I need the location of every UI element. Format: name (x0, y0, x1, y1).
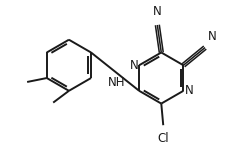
Text: N: N (184, 84, 193, 97)
Text: N: N (208, 30, 216, 43)
Text: N: N (129, 59, 138, 72)
Text: NH: NH (108, 76, 126, 89)
Text: N: N (153, 5, 162, 18)
Text: Cl: Cl (157, 132, 169, 145)
